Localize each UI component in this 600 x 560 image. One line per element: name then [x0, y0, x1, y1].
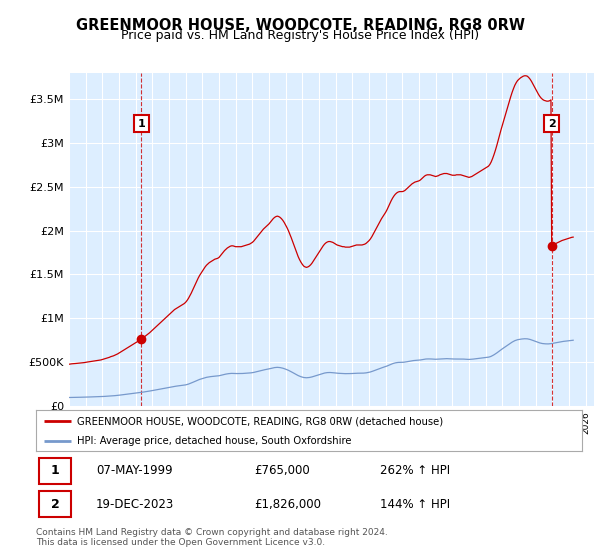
Text: 07-MAY-1999: 07-MAY-1999	[96, 464, 173, 477]
Text: 144% ↑ HPI: 144% ↑ HPI	[380, 498, 450, 511]
Text: 1: 1	[137, 119, 145, 129]
Text: Contains HM Land Registry data © Crown copyright and database right 2024.
This d: Contains HM Land Registry data © Crown c…	[36, 528, 388, 547]
Text: Price paid vs. HM Land Registry's House Price Index (HPI): Price paid vs. HM Land Registry's House …	[121, 29, 479, 42]
Text: GREENMOOR HOUSE, WOODCOTE, READING, RG8 0RW (detached house): GREENMOOR HOUSE, WOODCOTE, READING, RG8 …	[77, 417, 443, 426]
Text: 2: 2	[548, 119, 556, 129]
Text: 2: 2	[51, 498, 59, 511]
Text: £765,000: £765,000	[254, 464, 310, 477]
FancyBboxPatch shape	[39, 491, 71, 517]
Text: 19-DEC-2023: 19-DEC-2023	[96, 498, 175, 511]
Text: £1,826,000: £1,826,000	[254, 498, 322, 511]
Text: 1: 1	[51, 464, 59, 477]
Text: GREENMOOR HOUSE, WOODCOTE, READING, RG8 0RW: GREENMOOR HOUSE, WOODCOTE, READING, RG8 …	[76, 18, 524, 33]
Text: HPI: Average price, detached house, South Oxfordshire: HPI: Average price, detached house, Sout…	[77, 436, 352, 446]
Text: 262% ↑ HPI: 262% ↑ HPI	[380, 464, 450, 477]
FancyBboxPatch shape	[39, 458, 71, 484]
